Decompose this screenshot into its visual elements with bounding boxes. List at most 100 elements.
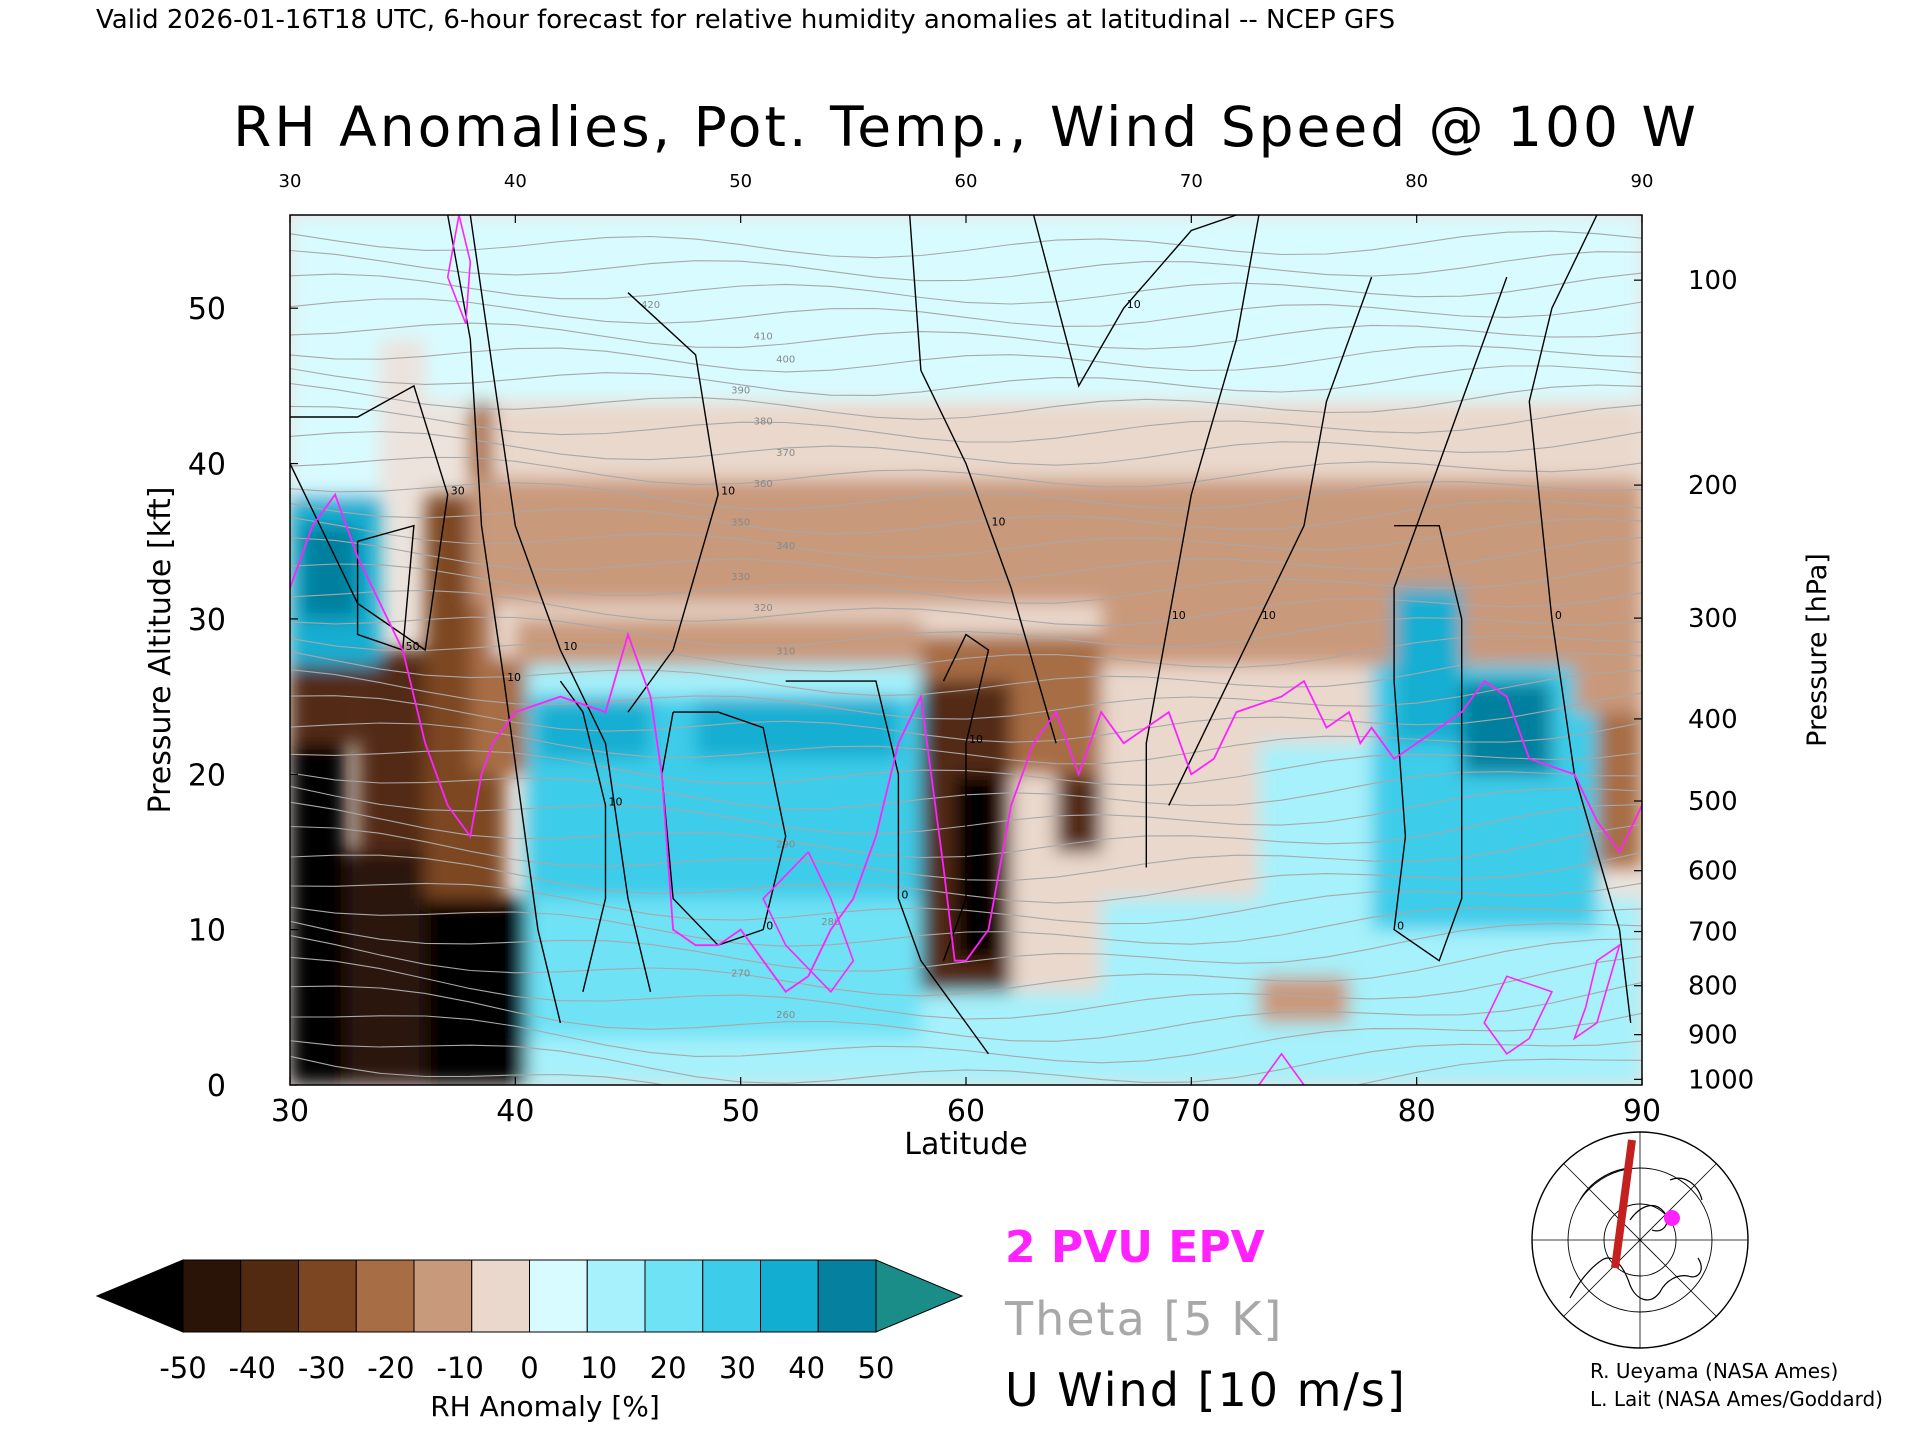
theta-contour-4 xyxy=(290,955,1642,1020)
rh-cell-38 xyxy=(425,215,1642,402)
colorbar-tick-5: 0 xyxy=(520,1351,538,1385)
rh-cell-10 xyxy=(301,525,358,619)
theta-contour-16 xyxy=(290,692,1642,743)
epv-contour-1 xyxy=(762,851,855,994)
colorbar-swatch-3 xyxy=(355,1259,415,1333)
theta-contour-20 xyxy=(290,616,1642,648)
colorbar-over-arrow xyxy=(875,1259,964,1333)
rh-colorbar: -50 -40 -30 -20 -10 0 10 20 30 40 50 xyxy=(95,1259,964,1385)
x-tick-label-40: 40 xyxy=(496,1094,534,1129)
x-tick-label-60: 60 xyxy=(947,1094,985,1129)
x-axis-label: Latitude xyxy=(904,1127,1027,1162)
pressure-tick-label-400: 400 xyxy=(1688,705,1738,735)
rh-cell-0 xyxy=(290,743,347,1085)
theta-label-10: 370 xyxy=(776,448,795,459)
theta-contour-6 xyxy=(290,920,1642,972)
theta-label-0: 260 xyxy=(776,1010,795,1021)
u-wind-label-1: 10 xyxy=(507,671,521,684)
pressure-tick-label-100: 100 xyxy=(1688,266,1738,296)
theta-contour-0 xyxy=(290,1055,1642,1085)
u-wind-contour-10 xyxy=(1032,215,1237,388)
theta-contour-30 xyxy=(290,382,1642,420)
epv-2pvu-line xyxy=(290,492,1642,994)
rh-cell-27 xyxy=(1056,774,1102,852)
u-wind-contour-12 xyxy=(1168,276,1373,806)
theta-label-6: 330 xyxy=(731,572,750,583)
theta-contour-32 xyxy=(290,345,1642,373)
rh-cell-34 xyxy=(1394,587,1462,744)
top-tick-label-50: 50 xyxy=(729,171,752,192)
rh-cell-14 xyxy=(470,479,1642,604)
theta-contour-17 xyxy=(290,669,1642,720)
y-tick-label-50: 50 xyxy=(188,292,226,327)
u-wind-contours: 10 10 30 50 10 0 10 0 10 10 10 10 10 0 0 xyxy=(290,215,1632,1055)
colorbar-tick-0: -50 xyxy=(159,1351,206,1385)
theta-label-5: 320 xyxy=(754,603,773,614)
top-tick-label-90: 90 xyxy=(1631,171,1654,192)
theta-contour-18 xyxy=(290,651,1642,697)
rh-cell-24 xyxy=(954,774,1000,961)
rh-cell-35 xyxy=(1461,681,1552,775)
rh-cell-37 xyxy=(1574,618,1642,713)
theta-contour-1 xyxy=(290,1040,1642,1084)
top-tick-label-80: 80 xyxy=(1405,171,1428,192)
x-tick-label-90: 90 xyxy=(1623,1094,1661,1129)
colorbar-tick-9: 40 xyxy=(788,1351,825,1385)
u-wind-contour-14 xyxy=(1528,215,1632,1023)
y-tick-label-10: 10 xyxy=(188,914,226,949)
colorbar-swatch-1 xyxy=(240,1259,299,1333)
theta-contour-23 xyxy=(290,536,1642,582)
colorbar-swatch-4 xyxy=(413,1259,473,1333)
rh-cell-16 xyxy=(515,618,921,666)
colorbar-swatch-5 xyxy=(471,1259,530,1333)
pressure-tick-label-600: 600 xyxy=(1688,857,1738,887)
theta-contour-29 xyxy=(290,404,1642,443)
pressure-axis-label: Pressure [hPa] xyxy=(1802,553,1833,747)
rh-cell-18 xyxy=(526,898,921,1039)
theta-contour-31 xyxy=(290,365,1642,396)
epv-contour-3 xyxy=(1572,943,1621,1041)
u-wind-label-3: 50 xyxy=(406,640,420,653)
theta-label-9: 360 xyxy=(754,479,773,490)
theta-contour-35 xyxy=(290,272,1642,305)
y-axis-label: Pressure Altitude [kft] xyxy=(143,487,178,814)
colorbar-label: RH Anomaly [%] xyxy=(430,1390,660,1423)
u-wind-label-10: 10 xyxy=(1127,298,1141,311)
u-wind-contour-0 xyxy=(469,215,652,992)
theta-contour-7 xyxy=(290,906,1642,947)
u-wind-label-0: 10 xyxy=(563,640,577,653)
u-wind-label-7: 0 xyxy=(901,889,908,902)
pressure-tick-label-800: 800 xyxy=(1688,972,1738,1002)
colorbar-swatch-10 xyxy=(760,1259,819,1333)
theta-label-15: 420 xyxy=(641,300,660,311)
u-wind-contour-7 xyxy=(785,680,990,1055)
rh-cell-1 xyxy=(346,851,426,1085)
u-wind-label-13: 0 xyxy=(1397,920,1404,933)
x-tick-label-70: 70 xyxy=(1172,1094,1210,1129)
chart-title: RH Anomalies, Pot. Temp., Wind Speed @ 1… xyxy=(233,95,1699,159)
x-tick-label-50: 50 xyxy=(722,1094,760,1129)
theta-contour-34 xyxy=(290,298,1642,327)
theta-label-11: 380 xyxy=(754,417,773,428)
theta-label-13: 400 xyxy=(776,355,795,366)
rh-anomaly-shading xyxy=(290,215,1642,1085)
theta-contour-19 xyxy=(290,635,1642,672)
theta-contour-5 xyxy=(290,935,1642,997)
theta-contour-27 xyxy=(290,456,1642,488)
theta-contour-24 xyxy=(290,516,1642,558)
pressure-tick-label-1000: 1000 xyxy=(1688,1065,1754,1095)
pressure-tick-label-900: 900 xyxy=(1688,1021,1738,1051)
colorbar-tick-7: 20 xyxy=(650,1351,687,1385)
credit-line-1: R. Ueyama (NASA Ames) xyxy=(1590,1359,1838,1383)
legend-epv: 2 PVU EPV xyxy=(1005,1222,1265,1273)
pressure-tick-label-300: 300 xyxy=(1688,604,1738,634)
theta-contour-36 xyxy=(290,249,1642,282)
colorbar-swatch-0 xyxy=(182,1259,242,1333)
theta-contour-26 xyxy=(290,481,1642,510)
theta-label-8: 350 xyxy=(731,518,750,529)
colorbar-tick-3: -20 xyxy=(367,1351,414,1385)
colorbar-swatch-8 xyxy=(644,1259,704,1333)
colorbar-swatch-7 xyxy=(586,1259,646,1333)
y-tick-label-0: 0 xyxy=(207,1069,226,1104)
epv-2pvu-contours xyxy=(290,215,1642,1085)
